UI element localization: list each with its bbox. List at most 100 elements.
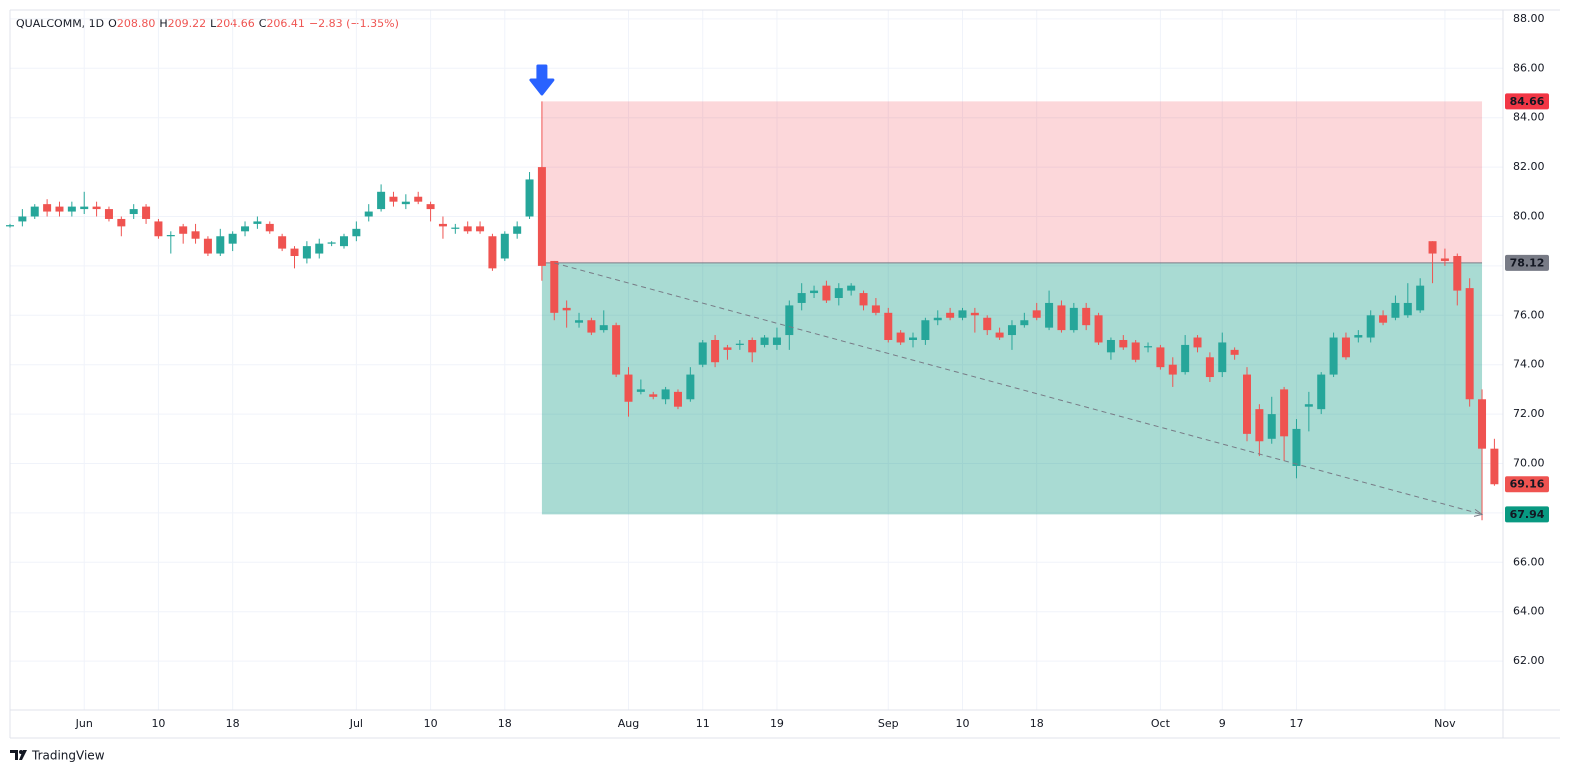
candle-body bbox=[1057, 305, 1066, 331]
candle-body bbox=[438, 223, 447, 227]
candle-body bbox=[352, 228, 361, 237]
candle-body bbox=[636, 389, 645, 392]
candle-body bbox=[686, 374, 695, 400]
x-tick-label: Jul bbox=[349, 717, 363, 730]
y-tick-label: 70.00 bbox=[1513, 456, 1545, 469]
candle-body bbox=[970, 312, 979, 316]
ohlc-value: 206.41 bbox=[266, 17, 305, 30]
y-tick-label: 86.00 bbox=[1513, 61, 1545, 74]
candle-body bbox=[339, 236, 348, 247]
ohlc-value: 208.80 bbox=[117, 17, 156, 30]
candle-body bbox=[451, 227, 460, 229]
ohlc-label: O bbox=[108, 17, 117, 30]
candle-body bbox=[488, 236, 497, 269]
candle-body bbox=[6, 225, 14, 227]
candle-body bbox=[414, 196, 423, 202]
y-tick-label: 72.00 bbox=[1513, 407, 1545, 420]
candle-body bbox=[1453, 256, 1462, 291]
candle-body bbox=[18, 216, 27, 222]
candle-body bbox=[1069, 307, 1078, 331]
target-price-tag: 67.94 bbox=[1510, 508, 1545, 521]
candle-body bbox=[389, 196, 398, 202]
candle-body bbox=[1317, 374, 1326, 410]
candle-body bbox=[463, 226, 472, 232]
candle-body bbox=[599, 325, 608, 331]
candle-body bbox=[649, 394, 658, 397]
last-price-tag: 69.16 bbox=[1510, 478, 1545, 491]
candle-body bbox=[1292, 428, 1301, 466]
candle-body bbox=[995, 332, 1004, 338]
candle-body bbox=[1391, 302, 1400, 318]
candle-body bbox=[1156, 347, 1165, 368]
candle-body bbox=[1354, 335, 1363, 338]
y-tick-label: 84.00 bbox=[1513, 111, 1545, 124]
x-tick-label: 18 bbox=[498, 717, 512, 730]
candle-body bbox=[513, 226, 522, 234]
brand: TradingView bbox=[31, 749, 105, 763]
candle-body bbox=[562, 307, 571, 311]
candle-body bbox=[1280, 389, 1289, 437]
candle-body bbox=[92, 206, 101, 210]
ohlc: O208.80 H209.22 L204.66 C206.41 bbox=[108, 17, 305, 30]
candle-body bbox=[67, 206, 76, 212]
short-arrow bbox=[529, 64, 555, 96]
candle-body bbox=[203, 238, 212, 254]
x-tick-label: 10 bbox=[955, 717, 969, 730]
candle-body bbox=[1478, 399, 1487, 449]
candle-body bbox=[302, 246, 311, 259]
entry-price-tag-bg bbox=[1505, 254, 1549, 271]
candle-body bbox=[760, 337, 769, 345]
x-tick-label: Aug bbox=[618, 717, 639, 730]
candle-body bbox=[154, 221, 163, 237]
x-tick-label: Oct bbox=[1151, 717, 1171, 730]
candle-body bbox=[921, 320, 930, 340]
candle-body bbox=[723, 347, 732, 350]
candle-body bbox=[1255, 409, 1264, 442]
candle-body bbox=[772, 337, 781, 345]
candle-body bbox=[624, 374, 633, 402]
candle-body bbox=[537, 167, 546, 266]
candle-body bbox=[1205, 357, 1214, 378]
y-tick-label: 66.00 bbox=[1513, 555, 1545, 568]
ohlc-value: 204.66 bbox=[216, 17, 255, 30]
ohlc-label: C bbox=[259, 17, 267, 30]
y-tick-label: 74.00 bbox=[1513, 358, 1545, 371]
x-tick-label: 10 bbox=[151, 717, 165, 730]
y-tick-label: 62.00 bbox=[1513, 654, 1545, 667]
candle-body bbox=[278, 236, 287, 249]
candle-body bbox=[797, 293, 806, 303]
projection-line bbox=[554, 262, 1483, 515]
candle-body bbox=[1403, 302, 1412, 316]
candle-body bbox=[822, 285, 831, 301]
symbol-title: QUALCOMM, 1D bbox=[16, 17, 104, 30]
candle-body bbox=[661, 389, 670, 400]
candle-body bbox=[958, 310, 967, 318]
candle-body bbox=[933, 317, 942, 321]
candle-body bbox=[179, 226, 188, 234]
x-tick-label: Nov bbox=[1434, 717, 1456, 730]
candle-body bbox=[1304, 404, 1313, 407]
x-tick-label: Jun bbox=[75, 717, 93, 730]
candle-body bbox=[191, 231, 200, 239]
candle-body bbox=[1144, 346, 1153, 348]
candle-body bbox=[1020, 320, 1029, 326]
candle-body bbox=[1440, 258, 1449, 261]
candle-body bbox=[1490, 448, 1499, 485]
candle-body bbox=[142, 206, 151, 219]
stop-price-tag-bg bbox=[1505, 93, 1549, 110]
candle-body bbox=[735, 343, 744, 345]
stop-price-tag: 84.66 bbox=[1510, 95, 1545, 108]
candle-body bbox=[30, 206, 39, 217]
candle-body bbox=[80, 206, 89, 210]
candle-body bbox=[55, 206, 64, 212]
x-tick-label: Sep bbox=[878, 717, 899, 730]
candle-body bbox=[711, 339, 720, 363]
last-price-tag-bg bbox=[1505, 476, 1549, 493]
brand-logo bbox=[10, 750, 27, 760]
y-tick-label: 76.00 bbox=[1513, 308, 1545, 321]
candle-body bbox=[1119, 339, 1128, 348]
candle-body bbox=[377, 191, 386, 210]
candle-body bbox=[1428, 241, 1437, 254]
candle-body bbox=[1329, 337, 1338, 375]
candle-body bbox=[884, 312, 893, 340]
